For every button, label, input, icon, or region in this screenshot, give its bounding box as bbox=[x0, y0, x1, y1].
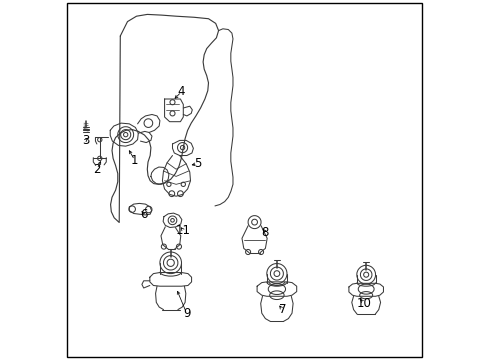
Text: 7: 7 bbox=[278, 303, 285, 316]
Text: 2: 2 bbox=[93, 163, 101, 176]
Text: 10: 10 bbox=[356, 297, 371, 310]
Text: 3: 3 bbox=[81, 134, 89, 147]
Text: 6: 6 bbox=[140, 208, 147, 221]
Text: 1: 1 bbox=[131, 154, 138, 167]
Text: 11: 11 bbox=[176, 224, 190, 237]
Text: 8: 8 bbox=[261, 226, 268, 239]
Text: 9: 9 bbox=[183, 307, 190, 320]
Text: 4: 4 bbox=[177, 85, 185, 98]
Text: 5: 5 bbox=[194, 157, 201, 170]
